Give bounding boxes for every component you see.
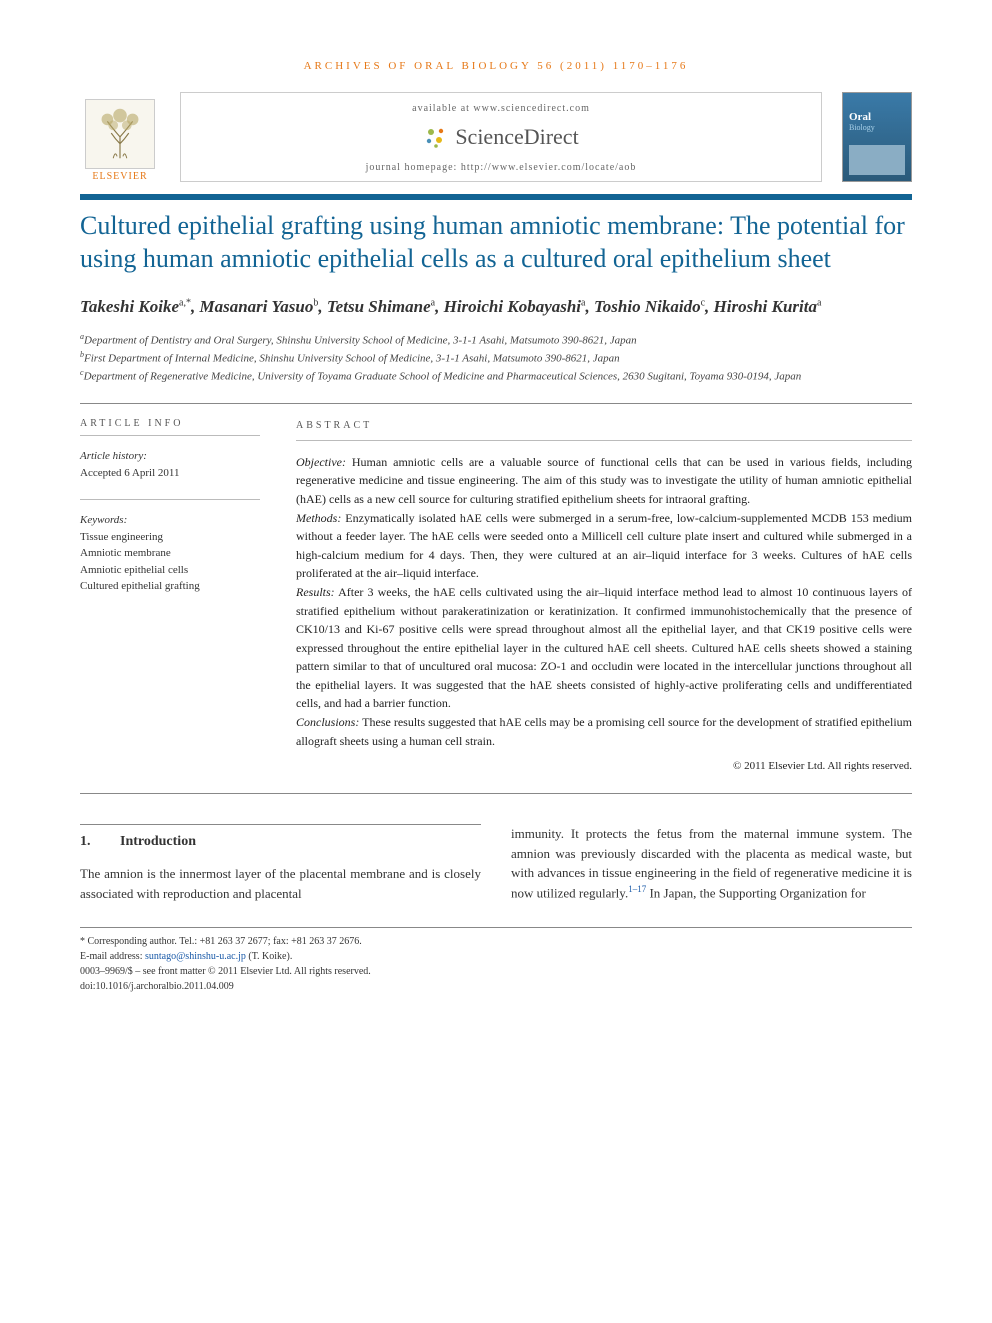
abstract-methods: Methods: Enzymatically isolated hAE cell… <box>296 509 912 583</box>
author: Toshio Nikaidoc <box>594 297 705 316</box>
corresponding-author: * Corresponding author. Tel.: +81 263 37… <box>80 934 912 949</box>
page-footer: * Corresponding author. Tel.: +81 263 37… <box>80 927 912 994</box>
abstract-heading: ABSTRACT <box>296 418 912 441</box>
keyword: Amniotic epithelial cells <box>80 562 260 579</box>
intro-para-right: immunity. It protects the fetus from the… <box>511 824 912 902</box>
abstract-results: Results: After 3 weeks, the hAE cells cu… <box>296 583 912 713</box>
article-history: Article history: Accepted 6 April 2011 <box>80 448 260 481</box>
available-at: available at www.sciencedirect.com <box>201 103 801 114</box>
affiliation: bFirst Department of Internal Medicine, … <box>80 349 912 367</box>
cover-title: Oral <box>849 111 871 123</box>
email-link[interactable]: suntago@shinshu-u.ac.jp <box>145 951 246 962</box>
cover-subtitle: Biology <box>849 123 875 132</box>
author: Takeshi Koikea,* <box>80 297 191 316</box>
running-head: ARCHIVES OF ORAL BIOLOGY 56 (2011) 1170–… <box>80 60 912 72</box>
journal-cover-thumb: Oral Biology <box>842 92 912 182</box>
abstract-objective: Objective: Human amniotic cells are a va… <box>296 453 912 509</box>
authors-line: Takeshi Koikea,*, Masanari Yasuob, Tetsu… <box>80 295 912 319</box>
sciencedirect-logo: ScienceDirect <box>201 124 801 150</box>
doi-line: doi:10.1016/j.archoralbio.2011.04.009 <box>80 979 912 994</box>
right-column: immunity. It protects the fetus from the… <box>511 824 912 903</box>
body-columns: 1.Introduction The amnion is the innermo… <box>80 824 912 903</box>
info-abstract-block: ARTICLE INFO Article history: Accepted 6… <box>80 403 912 794</box>
masthead: ELSEVIER available at www.sciencedirect.… <box>80 92 912 182</box>
cover-image-placeholder <box>849 145 905 175</box>
left-column: 1.Introduction The amnion is the innermo… <box>80 824 481 903</box>
publisher-logo: ELSEVIER <box>80 92 160 182</box>
article-title: Cultured epithelial grafting using human… <box>80 210 912 275</box>
article-info-heading: ARTICLE INFO <box>80 418 260 436</box>
keyword: Cultured epithelial grafting <box>80 578 260 595</box>
elsevier-tree-icon <box>85 99 155 169</box>
citation-ref[interactable]: 1–17 <box>628 884 646 894</box>
author: Masanari Yasuob <box>199 297 318 316</box>
abstract-conclusions: Conclusions: These results suggested tha… <box>296 713 912 750</box>
title-rule <box>80 194 912 200</box>
issn-line: 0003–9969/$ – see front matter © 2011 El… <box>80 964 912 979</box>
publisher-name: ELSEVIER <box>92 171 147 182</box>
article-info-column: ARTICLE INFO Article history: Accepted 6… <box>80 418 260 775</box>
affiliation: cDepartment of Regenerative Medicine, Un… <box>80 367 912 385</box>
intro-para-left: The amnion is the innermost layer of the… <box>80 864 481 903</box>
abstract-column: ABSTRACT Objective: Human amniotic cells… <box>296 418 912 775</box>
affiliation: aDepartment of Dentistry and Oral Surger… <box>80 331 912 349</box>
keyword: Tissue engineering <box>80 529 260 546</box>
affiliations: aDepartment of Dentistry and Oral Surger… <box>80 331 912 385</box>
sd-dots-icon <box>423 124 449 150</box>
sd-brand-text: ScienceDirect <box>455 124 578 150</box>
author: Hiroichi Kobayashia <box>444 297 586 316</box>
author: Hiroshi Kuritaa <box>714 297 822 316</box>
keywords-block: Keywords: Tissue engineering Amniotic me… <box>80 512 260 595</box>
divider <box>80 499 260 500</box>
journal-homepage: journal homepage: http://www.elsevier.co… <box>201 162 801 173</box>
email-line: E-mail address: suntago@shinshu-u.ac.jp … <box>80 949 912 964</box>
masthead-center: available at www.sciencedirect.com Scien… <box>180 92 822 182</box>
section-heading: 1.Introduction <box>80 824 481 852</box>
abstract-copyright: © 2011 Elsevier Ltd. All rights reserved… <box>296 758 912 775</box>
keyword: Amniotic membrane <box>80 545 260 562</box>
author: Tetsu Shimanea <box>327 297 435 316</box>
